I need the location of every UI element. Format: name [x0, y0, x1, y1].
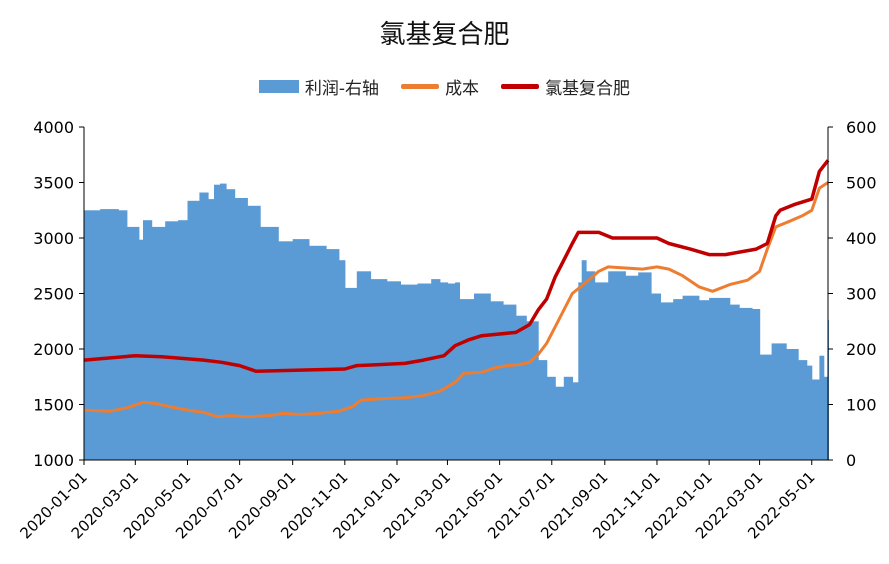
- legend-item-profit: 利润-右轴: [258, 74, 380, 99]
- y-right-tick-label: 500: [846, 174, 877, 193]
- profit-bar: [208, 199, 215, 460]
- profit-bar: [247, 205, 261, 460]
- y-left-tick-label: 2000: [33, 340, 74, 359]
- profit-bar: [386, 281, 401, 460]
- y-right-tick-label: 300: [846, 285, 877, 304]
- profit-bar: [431, 279, 441, 460]
- profit-bar: [729, 304, 740, 460]
- profit-bar: [214, 184, 221, 460]
- legend-label-price: 氯基复合肥: [545, 78, 631, 99]
- profit-bar: [260, 226, 279, 460]
- profit-bar: [447, 283, 456, 460]
- profit-bar: [490, 301, 504, 460]
- profit-bar: [178, 220, 189, 460]
- profit-bar: [370, 279, 388, 460]
- profit-bar: [515, 315, 527, 460]
- legend: 利润-右轴 成本 氯基复合肥: [0, 74, 889, 99]
- legend-swatch-price: [501, 83, 540, 89]
- profit-bar: [84, 210, 101, 461]
- profit-bar: [439, 282, 449, 460]
- profit-bar: [673, 299, 684, 460]
- profit-bar: [226, 189, 236, 460]
- profit-bar: [199, 192, 209, 460]
- profit-bar: [786, 349, 799, 460]
- profit-bar: [806, 365, 813, 460]
- profit-bar: [819, 355, 825, 460]
- profit-bar: [572, 382, 579, 460]
- profit-bar: [608, 271, 626, 460]
- profit-bar: [586, 271, 596, 460]
- y-left-tick-label: 3000: [33, 229, 74, 248]
- profit-bar: [344, 287, 358, 460]
- y-left-tick-label: 4000: [33, 118, 74, 137]
- profit-bar: [798, 360, 808, 460]
- legend-item-price: 氯基复合肥: [501, 74, 630, 99]
- profit-bar: [739, 307, 753, 460]
- profit-bar: [400, 284, 419, 460]
- profit-bar: [118, 210, 128, 461]
- legend-swatch-profit: [258, 79, 299, 93]
- profit-bar: [165, 221, 179, 460]
- profit-bar: [660, 302, 674, 460]
- legend-label-cost: 成本: [445, 78, 480, 99]
- profit-bar: [459, 299, 475, 460]
- y-left-tick-label: 1000: [33, 451, 74, 470]
- profit-bar: [326, 249, 340, 460]
- y-right-tick-label: 200: [846, 340, 877, 359]
- y-left-tick-label: 3500: [33, 174, 74, 193]
- y-right-tick-label: 600: [846, 118, 877, 137]
- profit-bar: [338, 260, 346, 460]
- profit-bar: [526, 321, 539, 461]
- profit-bar: [751, 309, 761, 460]
- legend-label-profit: 利润-右轴: [304, 78, 380, 99]
- profit-bar: [771, 343, 787, 460]
- profit-bar: [292, 239, 310, 460]
- profit-bar: [100, 209, 119, 460]
- profit-bar: [759, 354, 773, 460]
- profit-bar: [594, 282, 609, 460]
- profit-bar: [682, 295, 700, 460]
- cost-line: [83, 181, 829, 419]
- profit-bar: [220, 183, 227, 460]
- profit-bar: [563, 376, 573, 461]
- profit-bar: [126, 226, 140, 460]
- profit-bar: [721, 297, 731, 460]
- profit-bar: [625, 275, 639, 460]
- profit-bar: [503, 304, 517, 460]
- y-left-tick-label: 1500: [33, 396, 74, 415]
- profit-bar: [187, 200, 201, 461]
- profit-bar: [538, 360, 548, 460]
- y-right-tick-label: 100: [846, 396, 877, 415]
- price-line: [83, 159, 830, 373]
- profit-bar: [308, 245, 327, 460]
- profit-bar: [278, 241, 294, 460]
- profit-bar: [555, 386, 565, 460]
- legend-item-cost: 成本: [401, 74, 479, 99]
- profit-bar: [417, 283, 432, 460]
- chart-title: 氯基复合肥: [379, 20, 510, 50]
- y-right-tick-label: 0: [846, 451, 856, 470]
- profit-bar: [151, 226, 166, 460]
- profit-bar: [234, 198, 248, 460]
- profit-bar: [138, 239, 144, 460]
- lines-group: [83, 159, 830, 419]
- profit-bar: [581, 260, 587, 460]
- y-right-tick-label: 400: [846, 229, 877, 248]
- profit-bar: [698, 300, 710, 460]
- profit-bar: [143, 220, 153, 460]
- profit-bar: [638, 272, 652, 460]
- profit-bars: [84, 183, 829, 461]
- profit-bar: [709, 297, 722, 460]
- y-left-tick-label: 2500: [33, 285, 74, 304]
- profit-bar: [578, 282, 583, 460]
- profit-bar: [651, 293, 661, 460]
- profit-bar: [823, 376, 829, 461]
- profit-bar: [546, 376, 556, 461]
- profit-bar: [811, 379, 821, 460]
- profit-bar: [455, 282, 460, 460]
- profit-bar: [474, 293, 491, 460]
- legend-swatch-cost: [401, 83, 440, 89]
